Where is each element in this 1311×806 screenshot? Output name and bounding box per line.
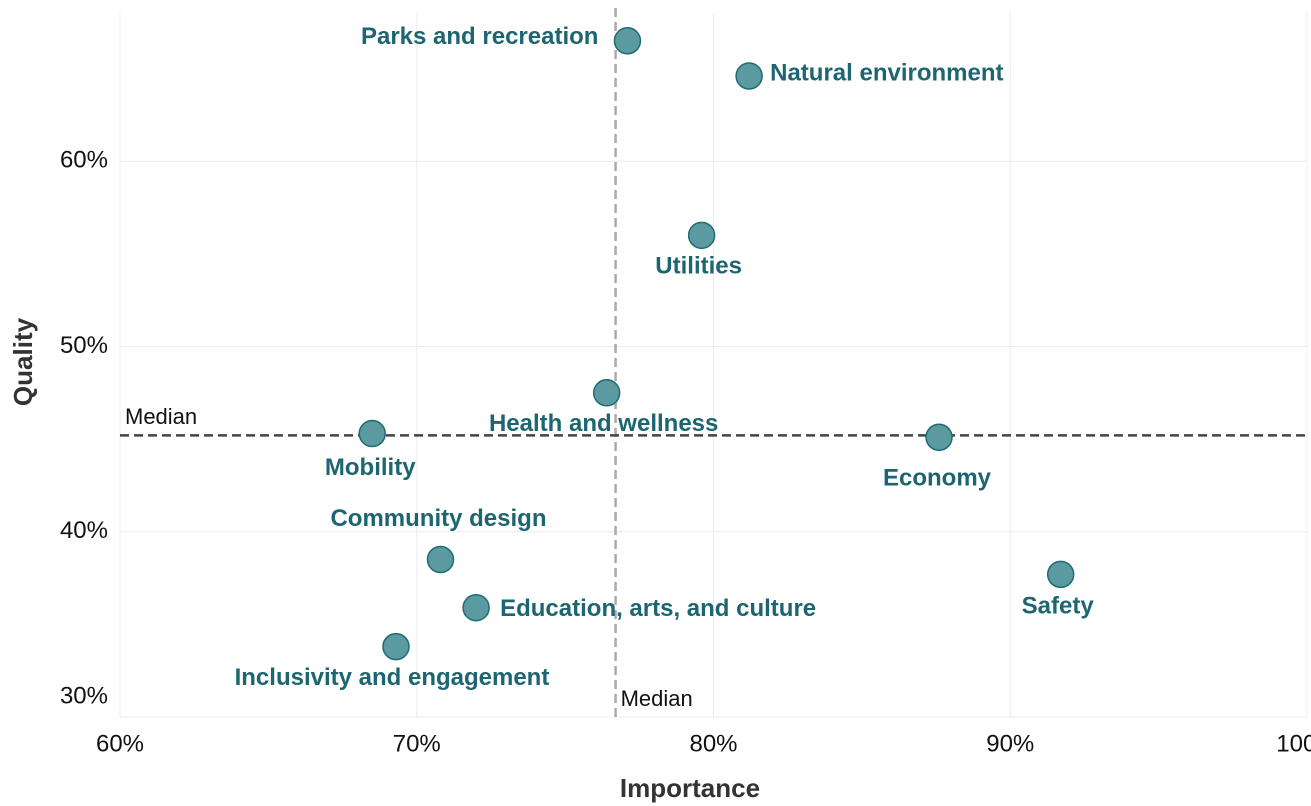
median-label: Median bbox=[621, 686, 693, 711]
point-label: Community design bbox=[330, 505, 546, 532]
point-label: Utilities bbox=[655, 253, 742, 280]
y-tick-label: 40% bbox=[60, 517, 108, 544]
x-tick-label: 90% bbox=[986, 730, 1034, 757]
y-tick-label: 50% bbox=[60, 332, 108, 359]
point-label: Education, arts, and culture bbox=[500, 595, 816, 622]
median-label: Median bbox=[125, 404, 197, 429]
point bbox=[1046, 560, 1075, 589]
point-label: Inclusivity and engagement bbox=[235, 664, 550, 691]
point-label: Health and wellness bbox=[489, 410, 718, 437]
y-tick-label: 60% bbox=[60, 147, 108, 174]
point-label: Natural environment bbox=[770, 59, 1003, 86]
point bbox=[462, 593, 490, 622]
x-tick-label: 80% bbox=[689, 730, 737, 757]
point bbox=[382, 632, 410, 661]
x-axis-title: Importance bbox=[620, 773, 760, 803]
point-label: Mobility bbox=[325, 454, 416, 481]
point bbox=[426, 545, 455, 574]
x-tick-label: 70% bbox=[393, 730, 441, 757]
point bbox=[358, 419, 386, 448]
point bbox=[925, 423, 953, 452]
x-tick-label: 60% bbox=[96, 730, 144, 757]
point-label: Parks and recreation bbox=[361, 23, 598, 50]
point bbox=[735, 62, 763, 90]
x-tick-label: 100% bbox=[1276, 730, 1311, 757]
point bbox=[613, 27, 642, 55]
point bbox=[592, 379, 621, 407]
y-axis-title: Quality bbox=[8, 317, 38, 406]
point bbox=[687, 221, 716, 250]
point-label: Economy bbox=[883, 465, 992, 492]
y-tick-label: 30% bbox=[60, 682, 108, 709]
point-label: Safety bbox=[1022, 593, 1095, 620]
